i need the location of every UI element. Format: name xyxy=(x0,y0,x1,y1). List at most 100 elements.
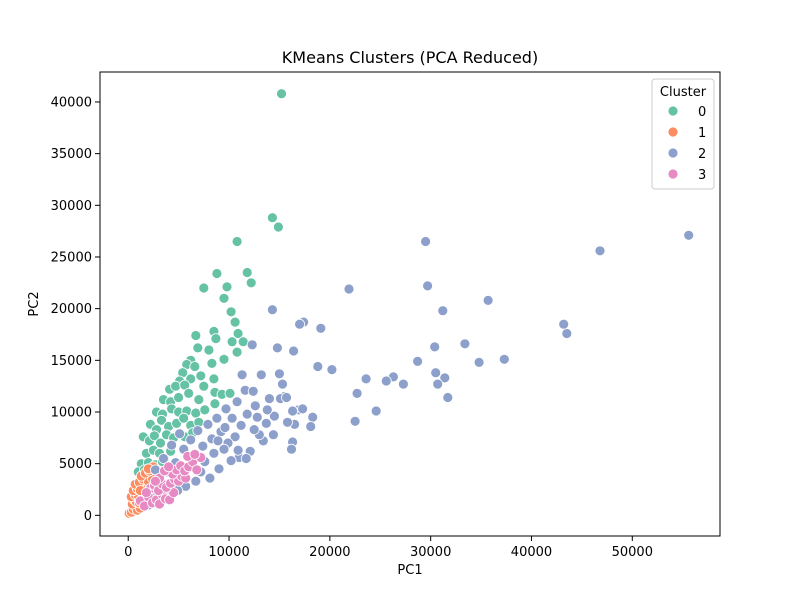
data-point-cluster-2 xyxy=(204,472,216,484)
x-tick-label: 50000 xyxy=(612,545,653,560)
data-point-cluster-2 xyxy=(437,305,449,317)
data-point-cluster-2 xyxy=(247,385,259,397)
data-point-cluster-2 xyxy=(286,443,297,455)
y-tick-label: 30000 xyxy=(51,199,92,214)
data-point-cluster-2 xyxy=(343,283,355,295)
data-point-cluster-2 xyxy=(248,424,260,436)
data-point-cluster-0 xyxy=(190,407,202,419)
data-point-cluster-0 xyxy=(272,221,284,233)
legend: Cluster 0 1 2 3 xyxy=(651,78,715,190)
data-point-cluster-0 xyxy=(199,404,211,416)
data-point-cluster-3 xyxy=(189,448,201,460)
data-point-cluster-0 xyxy=(221,281,233,293)
data-point-cluster-2 xyxy=(380,375,392,387)
data-point-cluster-2 xyxy=(220,403,232,415)
data-point-cluster-2 xyxy=(212,435,224,447)
data-point-cluster-2 xyxy=(158,453,169,464)
data-point-cluster-2 xyxy=(246,339,258,351)
legend-box xyxy=(651,78,715,190)
data-point-cluster-2 xyxy=(231,396,243,408)
data-point-cluster-0 xyxy=(241,267,253,278)
data-point-cluster-2 xyxy=(267,429,279,441)
data-point-cluster-2 xyxy=(263,393,275,405)
data-point-cluster-2 xyxy=(307,411,319,423)
legend-marker-0 xyxy=(667,105,679,117)
data-point-cluster-0 xyxy=(224,387,236,399)
data-point-cluster-0 xyxy=(237,336,249,348)
ticks-layer: 0 10000 20000 30000 40000 50000 0 5000 10000 1500… xyxy=(51,95,653,560)
data-point-cluster-2 xyxy=(370,405,382,417)
data-point-cluster-2 xyxy=(429,341,441,353)
legend-label-3: 3 xyxy=(698,168,706,183)
data-point-cluster-2 xyxy=(266,304,278,316)
x-tick-label: 0 xyxy=(124,545,132,560)
data-point-cluster-2 xyxy=(561,328,573,339)
data-point-cluster-0 xyxy=(226,336,238,348)
data-point-cluster-2 xyxy=(594,245,606,257)
data-point-cluster-0 xyxy=(245,277,257,289)
data-point-cluster-2 xyxy=(208,447,220,459)
y-tick-label: 35000 xyxy=(51,147,92,162)
data-point-cluster-2 xyxy=(360,373,372,385)
data-point-cluster-0 xyxy=(198,282,210,294)
data-point-cluster-2 xyxy=(430,367,442,379)
data-point-cluster-3 xyxy=(191,464,203,476)
data-point-cluster-2 xyxy=(251,411,263,423)
data-point-cluster-2 xyxy=(185,434,197,446)
data-point-cluster-2 xyxy=(351,387,363,399)
data-point-cluster-2 xyxy=(473,356,485,368)
data-point-cluster-0 xyxy=(218,353,230,365)
y-tick-label: 40000 xyxy=(51,95,92,110)
y-tick-label: 5000 xyxy=(59,457,92,472)
data-point-cluster-2 xyxy=(558,318,570,330)
data-point-cluster-2 xyxy=(397,378,409,390)
data-point-cluster-2 xyxy=(229,431,241,443)
data-point-cluster-2 xyxy=(192,425,204,437)
data-point-cluster-2 xyxy=(166,439,178,451)
data-point-cluster-2 xyxy=(442,392,454,403)
data-point-cluster-2 xyxy=(261,404,273,416)
data-point-cluster-2 xyxy=(218,443,230,455)
y-axis-label: PC2 xyxy=(27,291,42,316)
data-point-cluster-0 xyxy=(209,398,221,410)
data-point-cluster-0 xyxy=(189,361,201,372)
data-point-cluster-2 xyxy=(315,322,327,334)
x-tick-label: 10000 xyxy=(208,545,249,560)
data-point-cluster-0 xyxy=(208,373,220,385)
data-point-cluster-2 xyxy=(482,294,494,306)
data-point-cluster-0 xyxy=(193,394,205,406)
data-point-cluster-2 xyxy=(213,463,225,475)
data-point-cluster-2 xyxy=(202,418,214,430)
data-point-cluster-2 xyxy=(287,405,299,417)
data-point-cluster-2 xyxy=(211,412,223,424)
data-point-cluster-2 xyxy=(288,345,300,357)
x-tick-label: 20000 xyxy=(309,545,350,560)
data-point-cluster-2 xyxy=(277,378,288,390)
data-point-cluster-0 xyxy=(183,387,195,399)
data-point-cluster-2 xyxy=(249,400,261,412)
data-point-cluster-0 xyxy=(231,346,243,358)
legend-title: Cluster xyxy=(660,85,707,100)
data-point-cluster-2 xyxy=(236,369,248,381)
data-point-cluster-0 xyxy=(170,380,182,392)
data-point-cluster-0 xyxy=(156,414,167,426)
data-point-cluster-2 xyxy=(260,417,272,429)
data-point-cluster-2 xyxy=(240,453,252,464)
y-tick-label: 20000 xyxy=(51,302,92,317)
data-point-cluster-3 xyxy=(149,475,161,487)
x-tick-label: 40000 xyxy=(511,545,552,560)
legend-label-2: 2 xyxy=(698,147,706,162)
data-point-cluster-2 xyxy=(190,475,202,487)
legend-label-0: 0 xyxy=(698,105,706,120)
data-point-cluster-2 xyxy=(219,422,231,433)
data-point-cluster-2 xyxy=(412,355,424,367)
legend-label-1: 1 xyxy=(698,126,706,141)
data-point-cluster-2 xyxy=(225,455,237,467)
legend-marker-3 xyxy=(667,168,679,180)
y-tick-label: 25000 xyxy=(51,250,92,265)
data-point-cluster-2 xyxy=(197,440,209,452)
data-point-cluster-2 xyxy=(282,416,293,428)
data-point-cluster-2 xyxy=(226,412,238,424)
data-point-cluster-2 xyxy=(232,444,244,456)
chart-title: KMeans Clusters (PCA Reduced) xyxy=(282,48,538,67)
